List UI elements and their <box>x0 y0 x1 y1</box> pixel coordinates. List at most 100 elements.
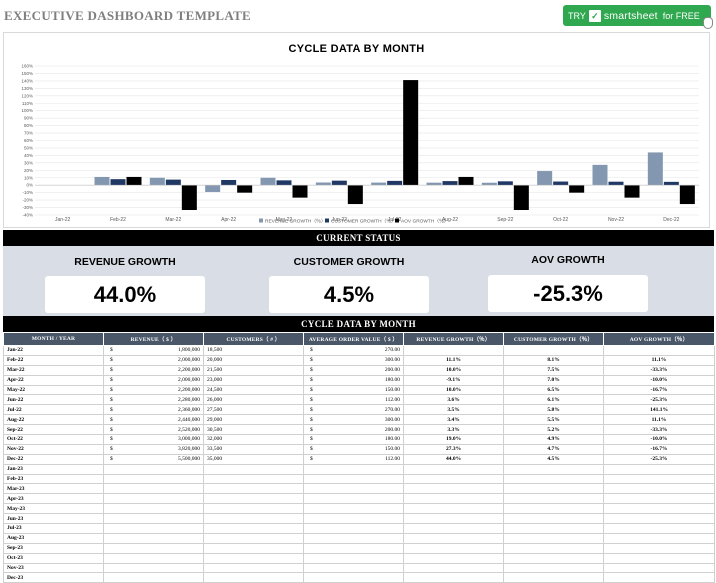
table-row: May-23 <box>3 503 715 515</box>
column-header: CUSTOMER GROWTH（％） <box>503 332 604 346</box>
money-value: 300.00 <box>384 416 400 423</box>
cursor-icon <box>703 17 713 29</box>
money-value: 150.00 <box>384 446 400 453</box>
customers-cell: 30,500 <box>203 424 304 436</box>
table-row: Nov-23 <box>3 562 715 574</box>
customers-cell: 20,000 <box>203 354 304 366</box>
x-tick-label: Nov-22 <box>608 217 624 223</box>
table-row: Sep-22 $2,520,000 30,500 $200.00 3.3% 5.2% -33… <box>3 424 715 436</box>
table-row: Jan-23 <box>3 463 715 475</box>
bar <box>679 185 695 205</box>
kpi-aov-label: AOV GROWTH <box>531 254 605 266</box>
month-cell: Oct-22 <box>3 434 104 445</box>
money-value: 2,360,000 <box>178 406 200 413</box>
x-tick-label: Aug-22 <box>442 217 458 223</box>
revenue-growth-cell <box>403 572 504 583</box>
money-value: 2,520,000 <box>178 426 200 433</box>
aov-cell: $300.00 <box>303 414 404 426</box>
y-tick-label: -20% <box>22 198 33 203</box>
aov-cell: $200.00 <box>303 364 404 376</box>
aov-cell: $270.00 <box>303 404 404 416</box>
bar <box>331 180 347 186</box>
revenue-growth-cell: 3.6% <box>403 394 504 406</box>
bar <box>371 182 387 186</box>
aov-cell <box>303 532 404 544</box>
aov-cell <box>303 503 404 515</box>
money-value: 112.00 <box>385 456 400 463</box>
aov-growth-cell: 11.1% <box>603 414 715 426</box>
x-tick-label: Mar-22 <box>165 217 181 223</box>
customers-cell: 26,000 <box>203 394 304 406</box>
revenue-growth-cell: 44.0% <box>403 453 504 465</box>
revenue-cell <box>103 552 204 564</box>
bar <box>260 177 276 186</box>
bar <box>110 179 126 186</box>
revenue-growth-cell: 19.0% <box>403 434 504 445</box>
checkmark-icon: ✓ <box>588 9 601 22</box>
bar <box>94 176 110 186</box>
revenue-growth-cell <box>403 532 504 544</box>
try-smartsheet-button[interactable]: TRY ✓ smartsheet for FREE <box>563 5 713 29</box>
revenue-cell: $3,000,000 <box>103 434 204 445</box>
table-row: Jul-22 $2,360,000 27,500 $270.00 3.5% 5.8% 141… <box>3 404 715 416</box>
month-cell: Jun-22 <box>3 394 104 406</box>
revenue-growth-cell <box>403 513 504 525</box>
currency-symbol: $ <box>110 416 113 423</box>
aov-cell: $112.00 <box>303 394 404 406</box>
bar <box>647 152 663 186</box>
page-title: EXECUTIVE DASHBOARD TEMPLATE <box>4 8 252 23</box>
revenue-cell: $2,000,000 <box>103 374 204 386</box>
legend-label: REVENUE GROWTH（％） <box>265 219 326 225</box>
revenue-growth-cell: 10.0% <box>403 384 504 396</box>
currency-symbol: $ <box>110 456 113 463</box>
currency-symbol: $ <box>310 436 313 443</box>
column-header: CUSTOMERS（ # ） <box>203 332 304 346</box>
customers-cell: 23,000 <box>203 374 304 386</box>
aov-growth-cell: 11.1% <box>603 354 715 366</box>
month-cell: Feb-23 <box>3 473 104 485</box>
kpi-revenue-label: REVENUE GROWTH <box>74 256 176 268</box>
aov-cell <box>303 572 404 583</box>
cycle-chart: 160% 150% 140% 130% 120% 110% 100% 90% 80% 70% 60%… <box>21 64 699 225</box>
bar <box>481 182 497 186</box>
customer-growth-cell <box>503 542 604 554</box>
legend-swatch <box>259 218 263 223</box>
revenue-cell <box>103 542 204 554</box>
x-tick-label: Dec-22 <box>663 217 679 223</box>
currency-symbol: $ <box>110 347 113 354</box>
column-header: MONTH / YEAR <box>3 332 104 346</box>
money-value: 200.00 <box>384 367 400 374</box>
bar <box>553 181 569 186</box>
currency-symbol: $ <box>310 357 313 364</box>
aov-cell: $270.00 <box>303 345 404 356</box>
bar <box>663 181 679 186</box>
table-row: Apr-22 $2,000,000 23,000 $180.00 -9.1% 7.0% -1… <box>3 374 715 386</box>
x-tick-label: Apr-22 <box>221 217 236 223</box>
legend-label: AOV GROWTH（％） <box>401 219 449 225</box>
bar <box>513 185 529 211</box>
money-value: 270.00 <box>384 406 400 413</box>
bar <box>292 185 308 198</box>
money-value: 200.00 <box>384 426 400 433</box>
y-tick-label: 30% <box>24 160 33 165</box>
month-cell: Nov-23 <box>3 562 104 574</box>
aov-growth-cell: -10.0% <box>603 374 715 386</box>
currency-symbol: $ <box>110 436 113 443</box>
customer-growth-cell <box>503 345 604 356</box>
aov-cell <box>303 473 404 485</box>
revenue-growth-cell: 3.3% <box>403 424 504 436</box>
bar <box>403 80 419 186</box>
currency-symbol: $ <box>110 446 113 453</box>
money-value: 3,000,000 <box>178 436 200 443</box>
table-row: Aug-22 $2,440,000 29,000 $300.00 3.4% 5.5% 11.… <box>3 414 715 426</box>
aov-growth-cell: -33.3% <box>603 364 715 376</box>
customer-growth-cell: 7.5% <box>503 364 604 376</box>
revenue-growth-cell <box>403 562 504 574</box>
month-cell: Dec-23 <box>3 572 104 583</box>
kpi-customer-label: CUSTOMER GROWTH <box>293 256 405 268</box>
aov-cell: $150.00 <box>303 384 404 396</box>
bar <box>497 181 513 186</box>
x-tick-label: Oct-22 <box>553 217 568 223</box>
aov-growth-cell <box>603 523 715 534</box>
aov-growth-cell: -10.0% <box>603 434 715 445</box>
